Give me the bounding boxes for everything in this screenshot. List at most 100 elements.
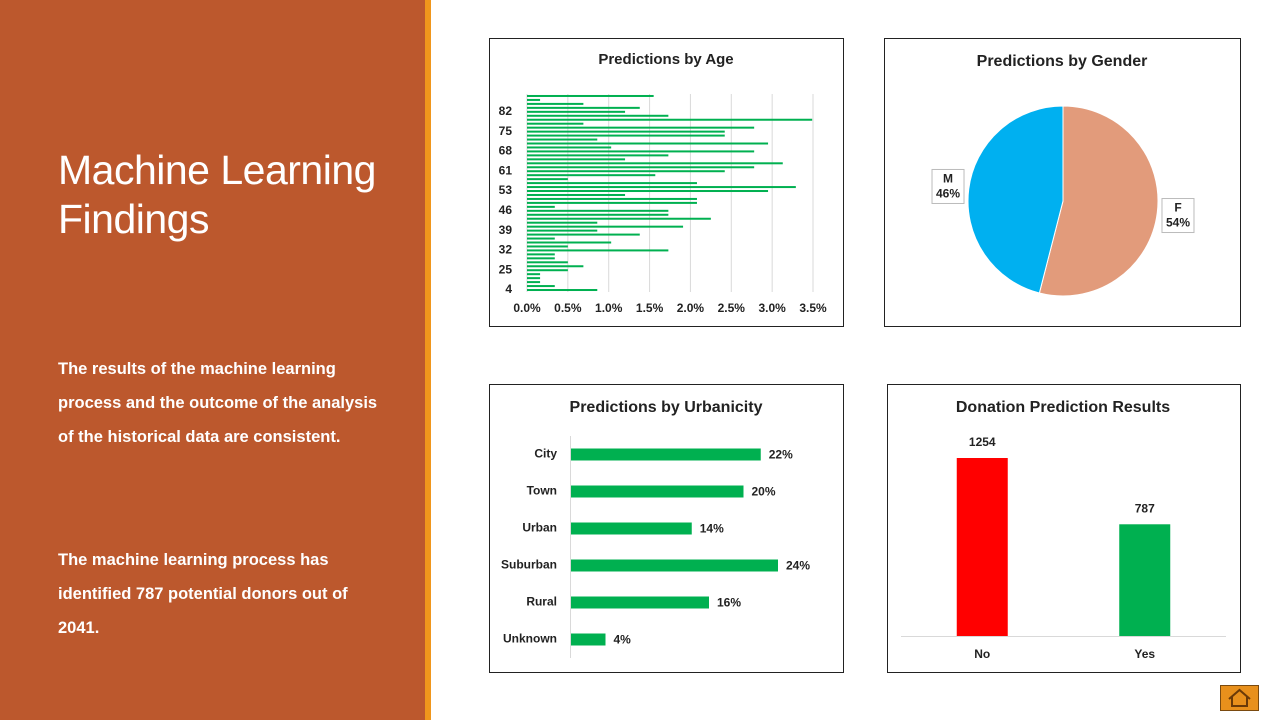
value-label: 54%	[1166, 216, 1190, 230]
bar	[527, 193, 626, 196]
bar	[527, 142, 769, 145]
bar	[527, 261, 568, 264]
bar	[527, 118, 813, 121]
bar	[571, 448, 761, 461]
bar	[527, 126, 755, 129]
bar	[527, 213, 669, 216]
bar	[527, 158, 626, 161]
x-tick-label: 1.0%	[595, 301, 623, 315]
bar	[527, 182, 697, 185]
value-label: 46%	[936, 187, 960, 201]
bar	[527, 221, 598, 224]
bar	[527, 146, 612, 149]
bar	[527, 253, 555, 256]
bar	[527, 197, 697, 200]
bar	[527, 209, 669, 212]
bar	[1119, 524, 1171, 636]
legend-label: M	[943, 172, 953, 186]
bar	[527, 217, 711, 220]
x-tick-label: 3.5%	[799, 301, 827, 315]
bar	[527, 106, 640, 109]
y-tick-label: Rural	[526, 595, 557, 609]
bar	[527, 233, 640, 236]
accent-stripe	[425, 0, 431, 720]
bar	[527, 122, 584, 125]
left-panel	[0, 0, 425, 720]
value-label: 4%	[614, 633, 632, 647]
paragraph: The results of the machine learning proc…	[58, 360, 378, 446]
bar	[527, 201, 697, 204]
y-tick-label: 53	[499, 183, 513, 197]
chart-title: Donation Prediction Results	[956, 399, 1170, 416]
value-label: 14%	[700, 522, 724, 536]
bar	[527, 154, 669, 157]
bar	[527, 170, 725, 173]
bar	[527, 110, 626, 113]
bar	[527, 257, 555, 260]
home-icon[interactable]	[1228, 688, 1251, 707]
bar	[956, 458, 1008, 636]
y-tick-label: Town	[527, 484, 557, 498]
data-label-box	[1161, 198, 1195, 234]
bar	[527, 281, 541, 284]
bar	[527, 174, 656, 177]
bar	[527, 162, 783, 165]
bar	[527, 178, 568, 181]
legend-label: F	[1174, 201, 1181, 215]
bar	[527, 166, 755, 169]
bar	[527, 245, 568, 248]
y-tick-label: City	[534, 447, 557, 461]
y-tick-label: 68	[499, 144, 513, 158]
home-button[interactable]	[1220, 685, 1259, 711]
bar	[527, 114, 669, 117]
x-tick-label: 1.5%	[636, 301, 664, 315]
chart-title: Predictions by Gender	[977, 53, 1148, 70]
bar	[527, 225, 684, 228]
bar	[527, 269, 568, 272]
bar	[527, 285, 555, 288]
bar	[527, 205, 555, 208]
x-tick-label: 0.0%	[513, 301, 541, 315]
bar	[527, 277, 541, 280]
bar	[527, 289, 598, 292]
bar	[527, 186, 796, 189]
bar	[527, 98, 541, 101]
bar	[527, 138, 598, 141]
bar	[527, 237, 555, 240]
x-tick-label: Yes	[1134, 647, 1155, 661]
x-tick-label: No	[974, 647, 990, 661]
data-label-box	[931, 168, 965, 204]
bar	[527, 190, 769, 193]
y-tick-label: 39	[499, 223, 513, 237]
value-label: 1254	[969, 435, 996, 449]
bar	[527, 241, 612, 244]
bar	[527, 130, 725, 133]
y-tick-label: 25	[499, 262, 513, 276]
value-label: 22%	[769, 448, 793, 462]
bar	[571, 596, 709, 609]
bar	[571, 559, 778, 572]
y-tick-label: 46	[499, 203, 513, 217]
bar	[527, 273, 541, 276]
bar	[527, 134, 725, 137]
bar	[527, 150, 755, 153]
value-label: 787	[1135, 501, 1155, 515]
y-tick-label: 4	[505, 282, 512, 296]
value-label: 16%	[717, 596, 741, 610]
y-tick-label: 75	[499, 124, 513, 138]
y-tick-label: Suburban	[501, 558, 557, 572]
bar	[527, 249, 669, 252]
slide-title: Machine Learning Findings	[58, 147, 376, 242]
y-tick-label: 61	[499, 163, 513, 177]
bar	[571, 633, 606, 646]
bar	[527, 102, 584, 105]
y-tick-label: Unknown	[503, 632, 557, 646]
y-tick-label: 32	[499, 243, 513, 257]
bar	[527, 229, 598, 232]
chart-frame	[887, 384, 1241, 673]
x-tick-label: 0.5%	[554, 301, 582, 315]
value-label: 20%	[752, 485, 776, 499]
chart-title: Predictions by Age	[598, 51, 733, 68]
